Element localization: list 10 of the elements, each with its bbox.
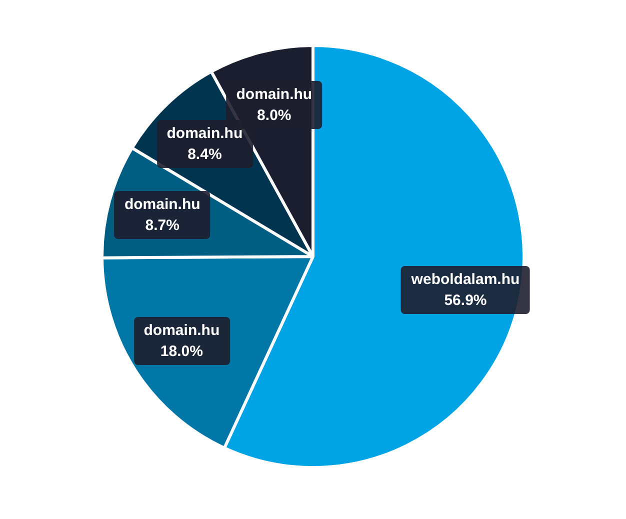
slice-label: domain.hu xyxy=(144,320,220,341)
data-label: 8.7% xyxy=(144,216,180,236)
data-label: 56.9% xyxy=(443,291,488,312)
data-label: 8.0% xyxy=(256,106,292,126)
data-label: 8.4% xyxy=(186,145,223,166)
slice-label: domain.hu xyxy=(166,124,243,144)
data-label: 18.0% xyxy=(159,342,204,362)
slice-label: weboldalam.hu xyxy=(411,270,520,290)
slice-label: domain.hu xyxy=(124,195,200,216)
slice-label: domain.hu xyxy=(236,85,312,106)
